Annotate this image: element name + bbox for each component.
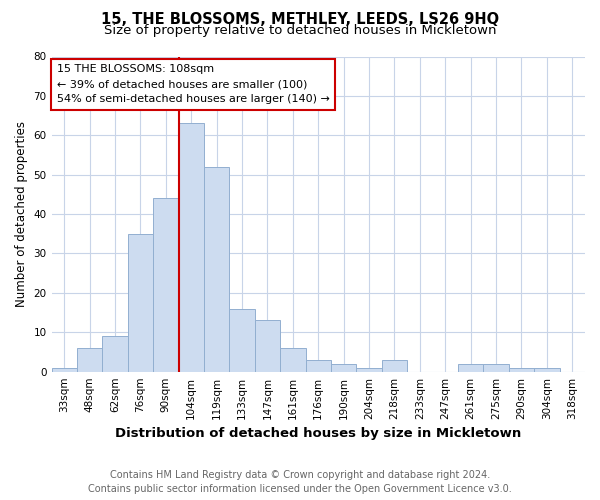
Bar bbox=[103, 336, 128, 372]
Bar bbox=[77, 348, 103, 372]
Text: Size of property relative to detached houses in Mickletown: Size of property relative to detached ho… bbox=[104, 24, 496, 37]
Bar bbox=[153, 198, 179, 372]
X-axis label: Distribution of detached houses by size in Mickletown: Distribution of detached houses by size … bbox=[115, 427, 521, 440]
Bar bbox=[204, 167, 229, 372]
Bar bbox=[280, 348, 305, 372]
Bar bbox=[509, 368, 534, 372]
Text: 15 THE BLOSSOMS: 108sqm
← 39% of detached houses are smaller (100)
54% of semi-d: 15 THE BLOSSOMS: 108sqm ← 39% of detache… bbox=[57, 64, 330, 104]
Text: Contains HM Land Registry data © Crown copyright and database right 2024.
Contai: Contains HM Land Registry data © Crown c… bbox=[88, 470, 512, 494]
Y-axis label: Number of detached properties: Number of detached properties bbox=[15, 121, 28, 307]
Bar bbox=[356, 368, 382, 372]
Bar bbox=[484, 364, 509, 372]
Bar bbox=[179, 124, 204, 372]
Bar bbox=[229, 308, 255, 372]
Bar bbox=[305, 360, 331, 372]
Bar bbox=[458, 364, 484, 372]
Bar bbox=[331, 364, 356, 372]
Bar bbox=[255, 320, 280, 372]
Bar bbox=[382, 360, 407, 372]
Bar bbox=[534, 368, 560, 372]
Text: 15, THE BLOSSOMS, METHLEY, LEEDS, LS26 9HQ: 15, THE BLOSSOMS, METHLEY, LEEDS, LS26 9… bbox=[101, 12, 499, 28]
Bar bbox=[52, 368, 77, 372]
Bar bbox=[128, 234, 153, 372]
